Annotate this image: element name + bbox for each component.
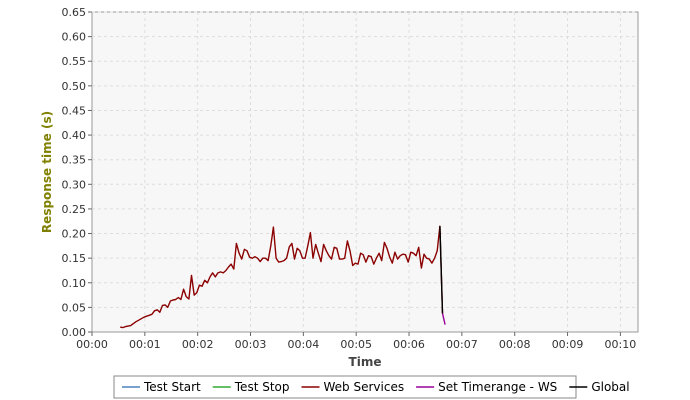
y-tick-label: 0.40: [62, 129, 87, 142]
series-line-global: [439, 226, 444, 314]
y-tick-label: 0.50: [62, 80, 87, 93]
y-axis-ticks: 0.00 0.05 0.10 0.15 0.20 0.25 0.30 0.35 0.40 0.45…: [62, 6, 92, 339]
y-tick-label: 0.25: [62, 203, 87, 216]
x-tick-label: 00:01: [129, 338, 161, 351]
legend-label-set-timerange-ws: Set Timerange - WS: [438, 380, 557, 394]
x-tick-label: 00:10: [605, 338, 637, 351]
grid-lines: [92, 11, 638, 332]
x-axis-ticks: 00:00 00:01 00:02 00:03 00:04 00:05 00:06 00:07…: [76, 332, 636, 351]
y-tick-label: 0.30: [62, 178, 87, 191]
x-tick-label: 00:07: [446, 338, 478, 351]
series-lines: [120, 225, 446, 329]
series-line-web-services: [120, 225, 444, 329]
y-tick-label: 0.65: [62, 6, 87, 19]
x-tick-label: 00:09: [552, 338, 584, 351]
x-tick-label: 00:06: [393, 338, 425, 351]
legend-label-test-start: Test Start: [143, 380, 201, 394]
y-tick-label: 0.05: [62, 301, 87, 314]
y-tick-label: 0.15: [62, 252, 87, 265]
x-tick-label: 00:04: [288, 338, 320, 351]
x-tick-label: 00:02: [182, 338, 214, 351]
x-tick-label: 00:03: [235, 338, 267, 351]
y-tick-label: 0.00: [62, 326, 87, 339]
legend-label-web-services: Web Services: [324, 380, 405, 394]
x-tick-label: 00:05: [340, 338, 372, 351]
y-tick-label: 0.60: [62, 31, 87, 44]
x-tick-label: 00:00: [76, 338, 108, 351]
series-line-set-timerange-ws: [441, 313, 446, 325]
y-tick-label: 0.10: [62, 277, 87, 290]
x-axis-title: Time: [349, 355, 382, 369]
y-tick-label: 0.20: [62, 228, 87, 241]
y-tick-label: 0.55: [62, 55, 87, 68]
legend: Test Start Test Stop Web Services Set Timer…: [122, 380, 630, 394]
legend-label-global: Global: [591, 380, 629, 394]
y-axis-title: Response time (s): [40, 111, 54, 233]
y-tick-label: 0.45: [62, 104, 87, 117]
plot-area: [91, 11, 639, 333]
legend-label-test-stop: Test Stop: [234, 380, 290, 394]
x-tick-label: 00:08: [499, 338, 531, 351]
y-tick-label: 0.35: [62, 154, 87, 167]
